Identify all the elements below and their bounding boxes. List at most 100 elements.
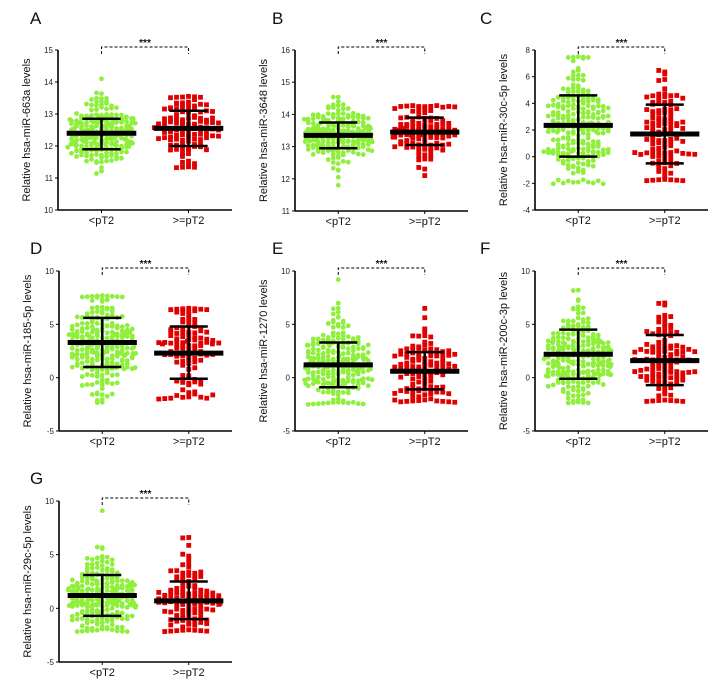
data-point — [668, 363, 674, 369]
data-point — [565, 146, 571, 152]
data-point — [410, 123, 416, 129]
data-point — [330, 367, 336, 373]
y-tick-label: 11 — [282, 207, 291, 216]
data-point — [186, 312, 192, 317]
data-point — [575, 306, 581, 312]
data-point — [575, 68, 581, 73]
data-point — [94, 99, 99, 105]
data-point — [85, 597, 91, 603]
data-point — [674, 373, 680, 379]
y-axis-label: Relative hsa-miR-1270 levels — [258, 279, 270, 423]
data-point — [662, 317, 668, 322]
data-point — [180, 387, 186, 393]
data-point — [109, 557, 115, 563]
data-point — [192, 355, 198, 361]
data-point — [452, 351, 458, 357]
data-point — [104, 603, 110, 608]
data-point — [585, 127, 591, 133]
data-point — [398, 365, 404, 371]
data-point — [121, 366, 127, 372]
data-point — [210, 115, 215, 121]
data-point — [174, 112, 179, 117]
data-point — [345, 371, 351, 376]
data-point — [416, 145, 422, 151]
x-tick-label: >=pT2 — [649, 215, 681, 227]
data-point — [109, 293, 115, 299]
data-point — [330, 140, 336, 146]
data-point — [656, 326, 662, 332]
data-point — [119, 155, 124, 161]
data-point — [580, 77, 586, 83]
data-point — [312, 124, 317, 130]
data-point — [124, 345, 130, 351]
data-point — [668, 138, 674, 144]
data-point — [604, 345, 610, 350]
data-point — [656, 78, 662, 83]
data-point — [335, 300, 341, 306]
data-point — [360, 401, 366, 407]
data-point — [392, 106, 398, 111]
data-point — [656, 98, 662, 104]
data-point — [404, 123, 410, 129]
data-point — [186, 94, 191, 99]
data-point — [99, 616, 105, 621]
x-tick-label: >=pT2 — [649, 436, 681, 448]
data-point — [79, 320, 85, 326]
data-point — [680, 349, 686, 355]
data-point — [575, 298, 581, 304]
data-point — [111, 601, 117, 607]
data-point — [335, 167, 341, 173]
data-point — [204, 119, 209, 125]
data-point — [186, 569, 192, 575]
data-point — [340, 345, 346, 350]
data-point — [168, 307, 174, 313]
data-point — [674, 351, 680, 357]
data-point — [186, 535, 192, 540]
data-point — [650, 379, 656, 384]
data-point — [446, 352, 452, 358]
data-point — [550, 128, 556, 134]
x-tick-label: <pT2 — [90, 436, 115, 448]
y-tick-label: 13 — [44, 110, 53, 119]
data-point — [656, 95, 662, 101]
data-point — [180, 141, 185, 146]
data-point — [174, 602, 180, 608]
data-point — [656, 393, 662, 399]
data-point — [119, 610, 125, 616]
data-point — [404, 144, 410, 150]
data-point — [335, 331, 341, 337]
data-point — [192, 337, 198, 343]
data-point — [192, 308, 198, 314]
data-point — [595, 103, 601, 109]
data-point — [114, 333, 120, 339]
data-point — [180, 330, 186, 336]
data-point — [94, 152, 99, 158]
data-point — [585, 110, 591, 116]
data-point — [180, 345, 186, 351]
data-point — [668, 127, 674, 133]
data-point — [74, 363, 80, 368]
data-point — [168, 95, 173, 101]
data-point — [392, 397, 398, 403]
data-point — [66, 586, 72, 592]
data-point — [104, 101, 109, 106]
data-point — [84, 123, 89, 129]
data-point — [543, 373, 549, 379]
data-point — [104, 626, 110, 632]
data-point — [327, 128, 332, 134]
data-point — [360, 380, 366, 386]
data-point — [180, 119, 185, 125]
data-point — [330, 375, 336, 380]
y-tick-label: 10 — [45, 267, 54, 276]
data-point — [94, 581, 100, 587]
data-point — [79, 374, 85, 380]
data-point — [109, 391, 115, 397]
data-point — [446, 104, 452, 109]
data-point — [109, 372, 115, 378]
data-point — [116, 598, 122, 603]
data-point — [74, 348, 80, 353]
data-point — [600, 359, 606, 365]
data-point — [410, 381, 416, 387]
y-tick-label: 12 — [281, 175, 290, 184]
data-point — [570, 331, 576, 337]
